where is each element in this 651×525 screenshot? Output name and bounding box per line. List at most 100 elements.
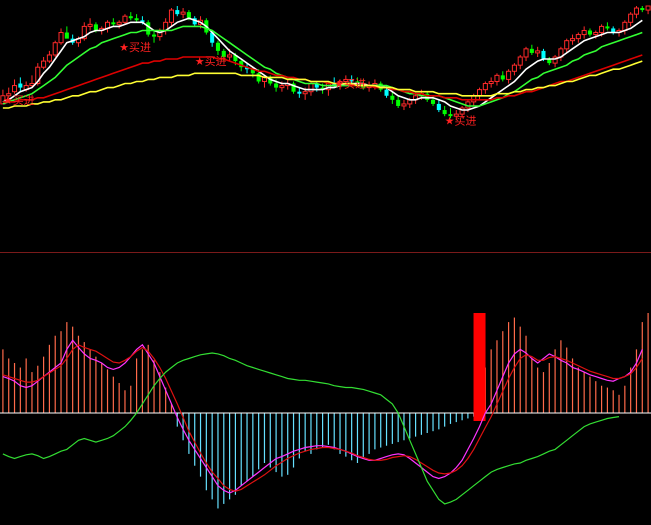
candle (81, 22, 87, 41)
candle-body (221, 50, 226, 57)
candle-body (128, 16, 133, 19)
candle-body (87, 23, 93, 27)
candle (41, 57, 47, 70)
candle (244, 63, 250, 74)
candle (633, 6, 640, 19)
candle (523, 46, 529, 62)
buy-signal-label: ★买进 (3, 94, 35, 107)
buy-signal-label: ★买进 (195, 55, 227, 68)
candle-body (390, 95, 395, 100)
candle (396, 95, 401, 108)
candle (401, 99, 407, 111)
candle (122, 14, 128, 25)
ma-line-fast (2, 17, 643, 111)
candle-body (11, 85, 18, 93)
candle-body (633, 7, 640, 15)
candle-body (569, 38, 576, 42)
candle-body (244, 67, 250, 70)
candle (569, 34, 576, 45)
candle-body (396, 99, 401, 106)
candle (500, 71, 505, 82)
ma-line-slow (2, 54, 643, 103)
candle-body (430, 99, 436, 104)
candle-body (529, 48, 534, 53)
candle (517, 54, 523, 70)
buy-signal-label: ★买进 (445, 114, 477, 127)
candle-body (506, 70, 512, 80)
candle (52, 40, 58, 57)
candle-body (575, 34, 581, 40)
candle-body (116, 21, 122, 25)
candle (511, 63, 517, 76)
candle-body (476, 89, 483, 97)
ma-line-mid (2, 25, 643, 107)
candle-body (279, 85, 285, 89)
candle-body (308, 83, 314, 93)
candle (291, 81, 296, 94)
candle-body (35, 66, 41, 85)
candle (18, 77, 23, 92)
candle-body (547, 59, 552, 64)
candle (11, 79, 18, 94)
signal-bar (473, 313, 486, 421)
candle (436, 99, 441, 113)
candle-body (599, 25, 605, 34)
candle-body (517, 56, 523, 66)
candle-body (41, 60, 47, 68)
candle-body (384, 89, 389, 96)
candle-body (593, 32, 599, 36)
candle-body (46, 54, 52, 62)
candle (459, 105, 465, 119)
candle (628, 12, 634, 27)
candle (378, 81, 383, 92)
candle-body (587, 30, 593, 35)
candle (192, 16, 197, 27)
candle (163, 18, 169, 35)
candle (116, 20, 122, 29)
candle (558, 46, 564, 62)
candle-body (93, 24, 98, 31)
candle-body (122, 15, 128, 23)
candle-body (343, 78, 349, 82)
candle-body (180, 11, 186, 15)
candle-body (552, 56, 558, 64)
candle-body (215, 42, 221, 51)
candle (535, 46, 541, 57)
candle-body (192, 18, 197, 25)
candle (58, 28, 64, 45)
buy-signal-label: ★买进 (119, 41, 151, 54)
candle-body (58, 32, 64, 44)
candle-body (611, 28, 616, 33)
candle-body (233, 54, 238, 62)
candle-body (448, 114, 453, 117)
candle (476, 87, 483, 100)
candle-body (186, 12, 191, 19)
candle (6, 87, 12, 98)
candle (529, 44, 534, 55)
candle-body (302, 91, 308, 95)
buy-signal-label: ★买进 (334, 78, 366, 91)
candle-body (640, 8, 645, 11)
candle (442, 105, 447, 117)
candle-body (488, 80, 494, 85)
candle-body (401, 103, 407, 107)
candle-body (81, 25, 87, 40)
candle (175, 6, 180, 17)
candle-body (6, 93, 12, 97)
candle-body (628, 13, 634, 23)
candle (448, 108, 453, 119)
candle-body (459, 107, 465, 115)
candle (297, 87, 302, 98)
candle (64, 26, 69, 39)
candle (575, 32, 581, 43)
candle-body (320, 87, 325, 90)
candle-body (471, 95, 477, 103)
candle-body (111, 22, 116, 25)
candle (390, 91, 395, 104)
candle-body (541, 50, 546, 60)
candle (168, 8, 175, 27)
candle-body (64, 32, 69, 39)
candle-body (355, 81, 360, 84)
candle-body (239, 61, 244, 68)
candle-body (134, 18, 139, 21)
